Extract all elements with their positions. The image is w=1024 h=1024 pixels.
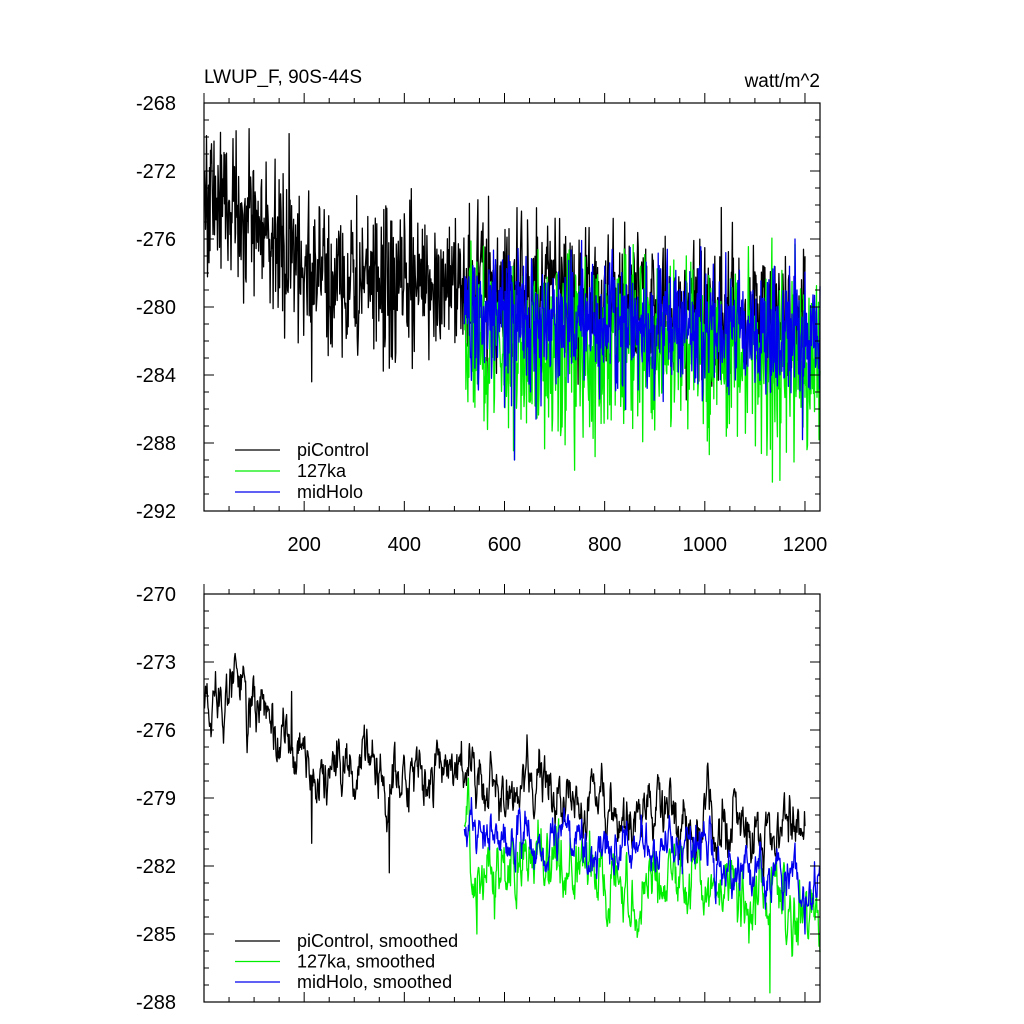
y-tick-label: -279 — [136, 788, 176, 810]
y-tick-label: -273 — [136, 652, 176, 674]
x-tick-label: 400 — [388, 534, 421, 556]
y-tick-label: -280 — [136, 297, 176, 319]
y-tick-label: -270 — [136, 584, 176, 606]
units-label: watt/m^2 — [744, 71, 820, 92]
x-tick-label: 600 — [488, 534, 521, 556]
y-tick-label: -272 — [136, 161, 176, 183]
legend-label: midHolo, smoothed — [297, 972, 452, 992]
ticks-layer: -288 -285 -282 -279 -276 -273 -270 — [136, 584, 820, 1014]
legend-label: piControl, smoothed — [297, 931, 458, 951]
legend-label: 127ka, smoothed — [297, 952, 435, 972]
series-line-picontrol — [203, 128, 806, 401]
plot-frame — [203, 102, 821, 512]
x-tick-label: 200 — [287, 534, 320, 556]
panel-top: LWUP_F, 90S-44S watt/m^2 200 400 600 800 100… — [136, 67, 827, 556]
legend-label: piControl — [297, 440, 369, 460]
plot-frame — [203, 593, 821, 1003]
y-tick-label: -285 — [136, 924, 176, 946]
panel-bottom: -288 -285 -282 -279 -276 -273 -270 piControl, … — [136, 584, 821, 1014]
y-tick-label: -292 — [136, 501, 176, 523]
x-tick-label: 1000 — [683, 534, 728, 556]
y-tick-label: -276 — [136, 229, 176, 251]
chart-title: LWUP_F, 90S-44S — [204, 67, 362, 88]
y-tick-label: -284 — [136, 365, 176, 387]
y-tick-label: -288 — [136, 433, 176, 455]
series-line-picontrol-smoothed — [203, 652, 806, 885]
series-layer — [203, 652, 821, 994]
y-tick-label: -268 — [136, 93, 176, 115]
y-tick-label: -276 — [136, 720, 176, 742]
series-line-midholo-smoothed — [463, 796, 821, 935]
series-layer — [203, 128, 821, 483]
x-tick-label: 800 — [588, 534, 621, 556]
y-tick-label: -282 — [136, 856, 176, 878]
legend-label: midHolo — [297, 482, 363, 502]
y-tick-label: -288 — [136, 992, 176, 1014]
ticks-layer: 200 400 600 800 1000 1200 -292 -288 -284 -280 -276… — [136, 93, 827, 556]
series-line-midholo — [463, 238, 821, 461]
x-tick-label: 1200 — [783, 534, 828, 556]
legend-label: 127ka — [297, 461, 347, 481]
